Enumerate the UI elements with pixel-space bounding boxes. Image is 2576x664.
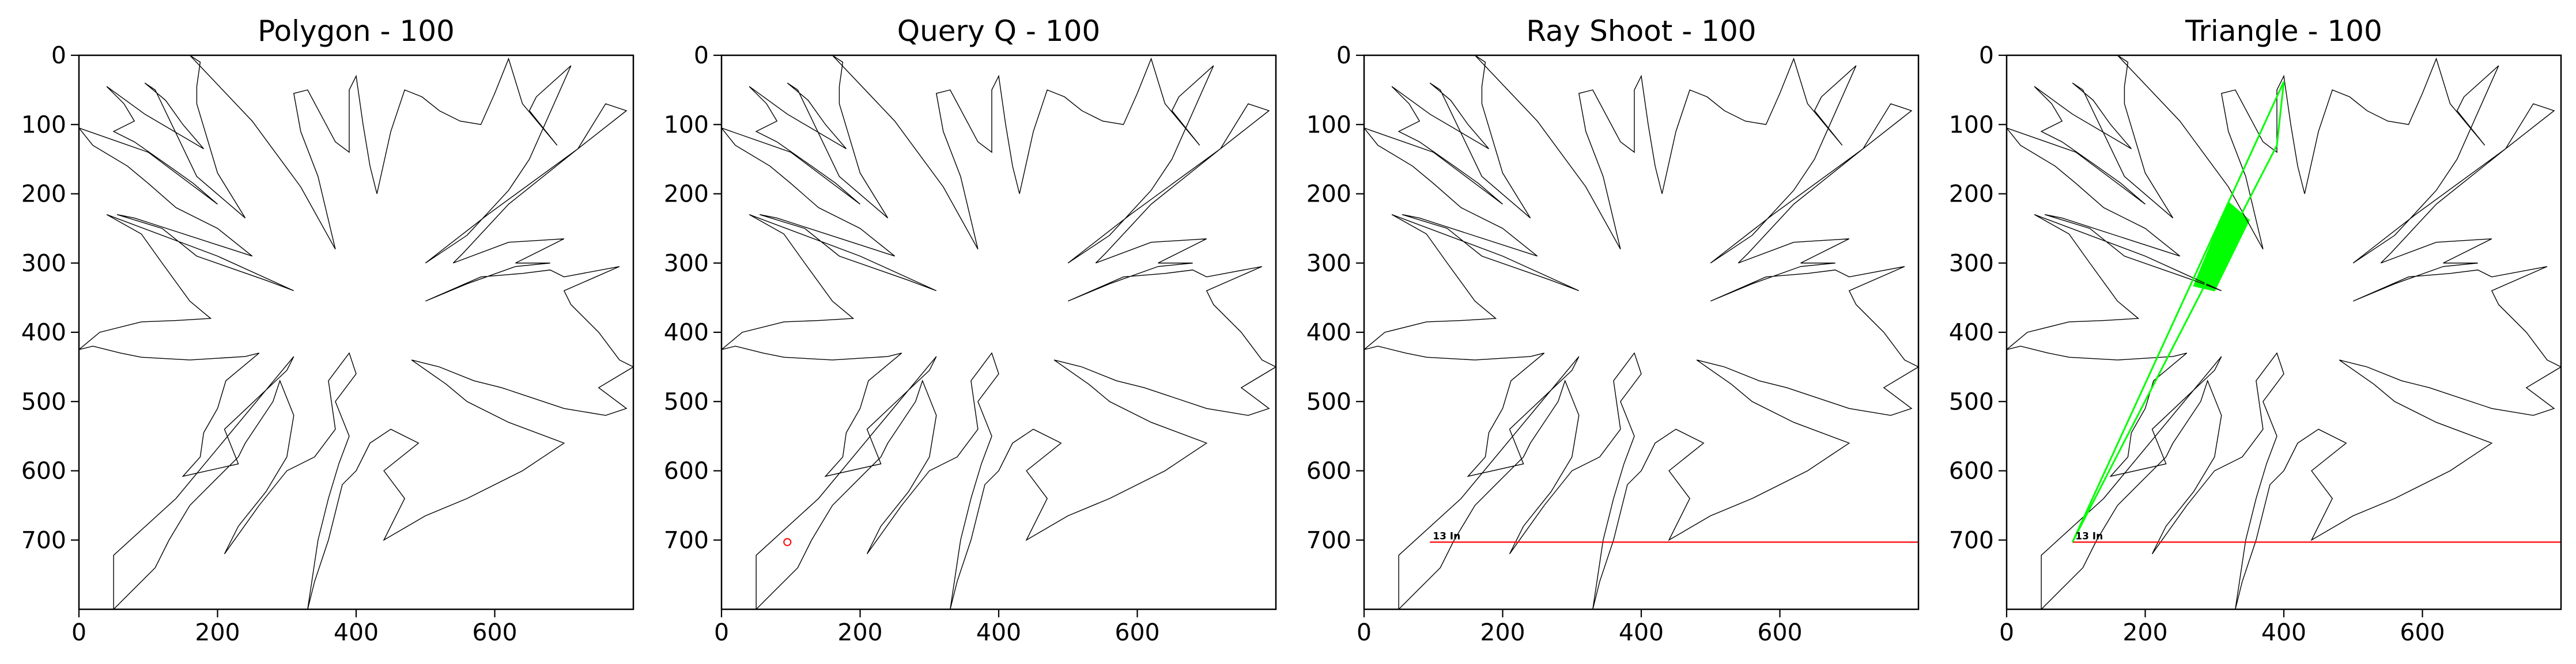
x-tick-label: 600 bbox=[472, 619, 517, 646]
subplot-grid: Polygon - 100 0 200 400 600 0 100 200 300 400 500 6… bbox=[21, 14, 2562, 646]
y-axis: 0 100 200 300 400 500 600 700 bbox=[664, 41, 722, 554]
plot-content bbox=[722, 55, 1276, 609]
x-axis: 0 200 400 600 bbox=[1999, 609, 2445, 646]
y-axis: 0 100 200 300 400 500 600 700 bbox=[1949, 41, 2007, 554]
subplot-1: Polygon - 100 0 200 400 600 0 100 200 300 400 500 6… bbox=[21, 14, 634, 646]
y-tick-label: 600 bbox=[1949, 457, 1994, 485]
subplot-2: Query Q - 100 0 200 400 600 0 100 200 300 400 500 6… bbox=[664, 14, 1277, 646]
y-tick-label: 200 bbox=[1306, 180, 1351, 208]
ray-label: 13 In bbox=[1433, 530, 1460, 542]
y-tick-label: 200 bbox=[664, 180, 709, 208]
y-tick-label: 0 bbox=[51, 41, 66, 69]
y-tick-label: 700 bbox=[21, 526, 66, 554]
subplot-4: Triangle - 100 13 In 0 200 400 600 0 100 200 300 4… bbox=[1949, 14, 2562, 646]
axes-frame bbox=[720, 54, 1277, 610]
x-tick-label: 0 bbox=[714, 619, 729, 646]
x-axis: 0 200 400 600 bbox=[714, 609, 1160, 646]
triangle-outline bbox=[2071, 81, 2285, 543]
x-axis: 0 200 400 600 bbox=[1357, 609, 1803, 646]
y-tick-label: 700 bbox=[1949, 526, 1994, 554]
y-tick-label: 100 bbox=[1949, 111, 1994, 138]
panel-title: Polygon - 100 bbox=[258, 14, 455, 48]
polygon-outline bbox=[2007, 55, 2561, 609]
x-tick-label: 200 bbox=[2122, 619, 2167, 646]
y-tick-label: 600 bbox=[1306, 457, 1351, 485]
ray-label: 13 In bbox=[2075, 530, 2103, 542]
plot-content: 13 In bbox=[1364, 55, 1918, 609]
x-tick-label: 400 bbox=[1619, 619, 1664, 646]
axes-frame bbox=[2005, 54, 2562, 610]
y-tick-label: 0 bbox=[1979, 41, 1994, 69]
x-tick-label: 200 bbox=[195, 619, 240, 646]
axes-frame bbox=[1363, 54, 1920, 610]
panel-title: Triangle - 100 bbox=[2185, 14, 2382, 48]
y-tick-label: 400 bbox=[664, 318, 709, 346]
panel-title: Ray Shoot - 100 bbox=[1526, 14, 1756, 48]
y-tick-label: 300 bbox=[1949, 249, 1994, 277]
y-tick-label: 400 bbox=[1949, 318, 1994, 346]
x-tick-label: 600 bbox=[1757, 619, 1802, 646]
y-tick-label: 300 bbox=[664, 249, 709, 277]
panel-title: Query Q - 100 bbox=[897, 14, 1100, 48]
y-tick-label: 400 bbox=[21, 318, 66, 346]
x-tick-label: 0 bbox=[71, 619, 86, 646]
y-tick-label: 0 bbox=[1336, 41, 1351, 69]
x-tick-label: 200 bbox=[837, 619, 882, 646]
y-tick-label: 600 bbox=[664, 457, 709, 485]
y-tick-label: 400 bbox=[1306, 318, 1351, 346]
plot-content bbox=[79, 55, 633, 609]
x-axis: 0 200 400 600 bbox=[71, 609, 518, 646]
y-tick-label: 500 bbox=[21, 388, 66, 415]
y-tick-label: 700 bbox=[664, 526, 709, 554]
polygon-outline bbox=[79, 55, 633, 609]
polygon-outline bbox=[1364, 55, 1918, 609]
y-tick-label: 500 bbox=[1306, 388, 1351, 415]
y-tick-label: 0 bbox=[694, 41, 709, 69]
plot-content: 13 In bbox=[2007, 55, 2561, 609]
y-tick-label: 100 bbox=[21, 111, 66, 138]
y-tick-label: 200 bbox=[1949, 180, 1994, 208]
x-tick-label: 0 bbox=[1999, 619, 2014, 646]
y-axis: 0 100 200 300 400 500 600 700 bbox=[21, 41, 79, 554]
query-point-marker bbox=[783, 538, 792, 547]
y-tick-label: 500 bbox=[1949, 388, 1994, 415]
x-tick-label: 200 bbox=[1480, 619, 1525, 646]
y-tick-label: 700 bbox=[1306, 526, 1351, 554]
y-tick-label: 100 bbox=[664, 111, 709, 138]
polygon-outline bbox=[722, 55, 1276, 609]
y-tick-label: 100 bbox=[1306, 111, 1351, 138]
x-tick-label: 400 bbox=[334, 619, 379, 646]
subplot-3: Ray Shoot - 100 13 In 0 200 400 600 0 100 200 300… bbox=[1306, 14, 1920, 646]
y-tick-label: 300 bbox=[21, 249, 66, 277]
y-tick-label: 300 bbox=[1306, 249, 1351, 277]
x-tick-label: 400 bbox=[976, 619, 1021, 646]
y-axis: 0 100 200 300 400 500 600 700 bbox=[1306, 41, 1364, 554]
axes-frame bbox=[78, 54, 634, 610]
y-tick-label: 200 bbox=[21, 180, 66, 208]
x-tick-label: 600 bbox=[2400, 619, 2445, 646]
x-tick-label: 0 bbox=[1357, 619, 1372, 646]
x-tick-label: 600 bbox=[1115, 619, 1159, 646]
y-tick-label: 500 bbox=[664, 388, 709, 415]
y-tick-label: 600 bbox=[21, 457, 66, 485]
x-tick-label: 400 bbox=[2261, 619, 2306, 646]
